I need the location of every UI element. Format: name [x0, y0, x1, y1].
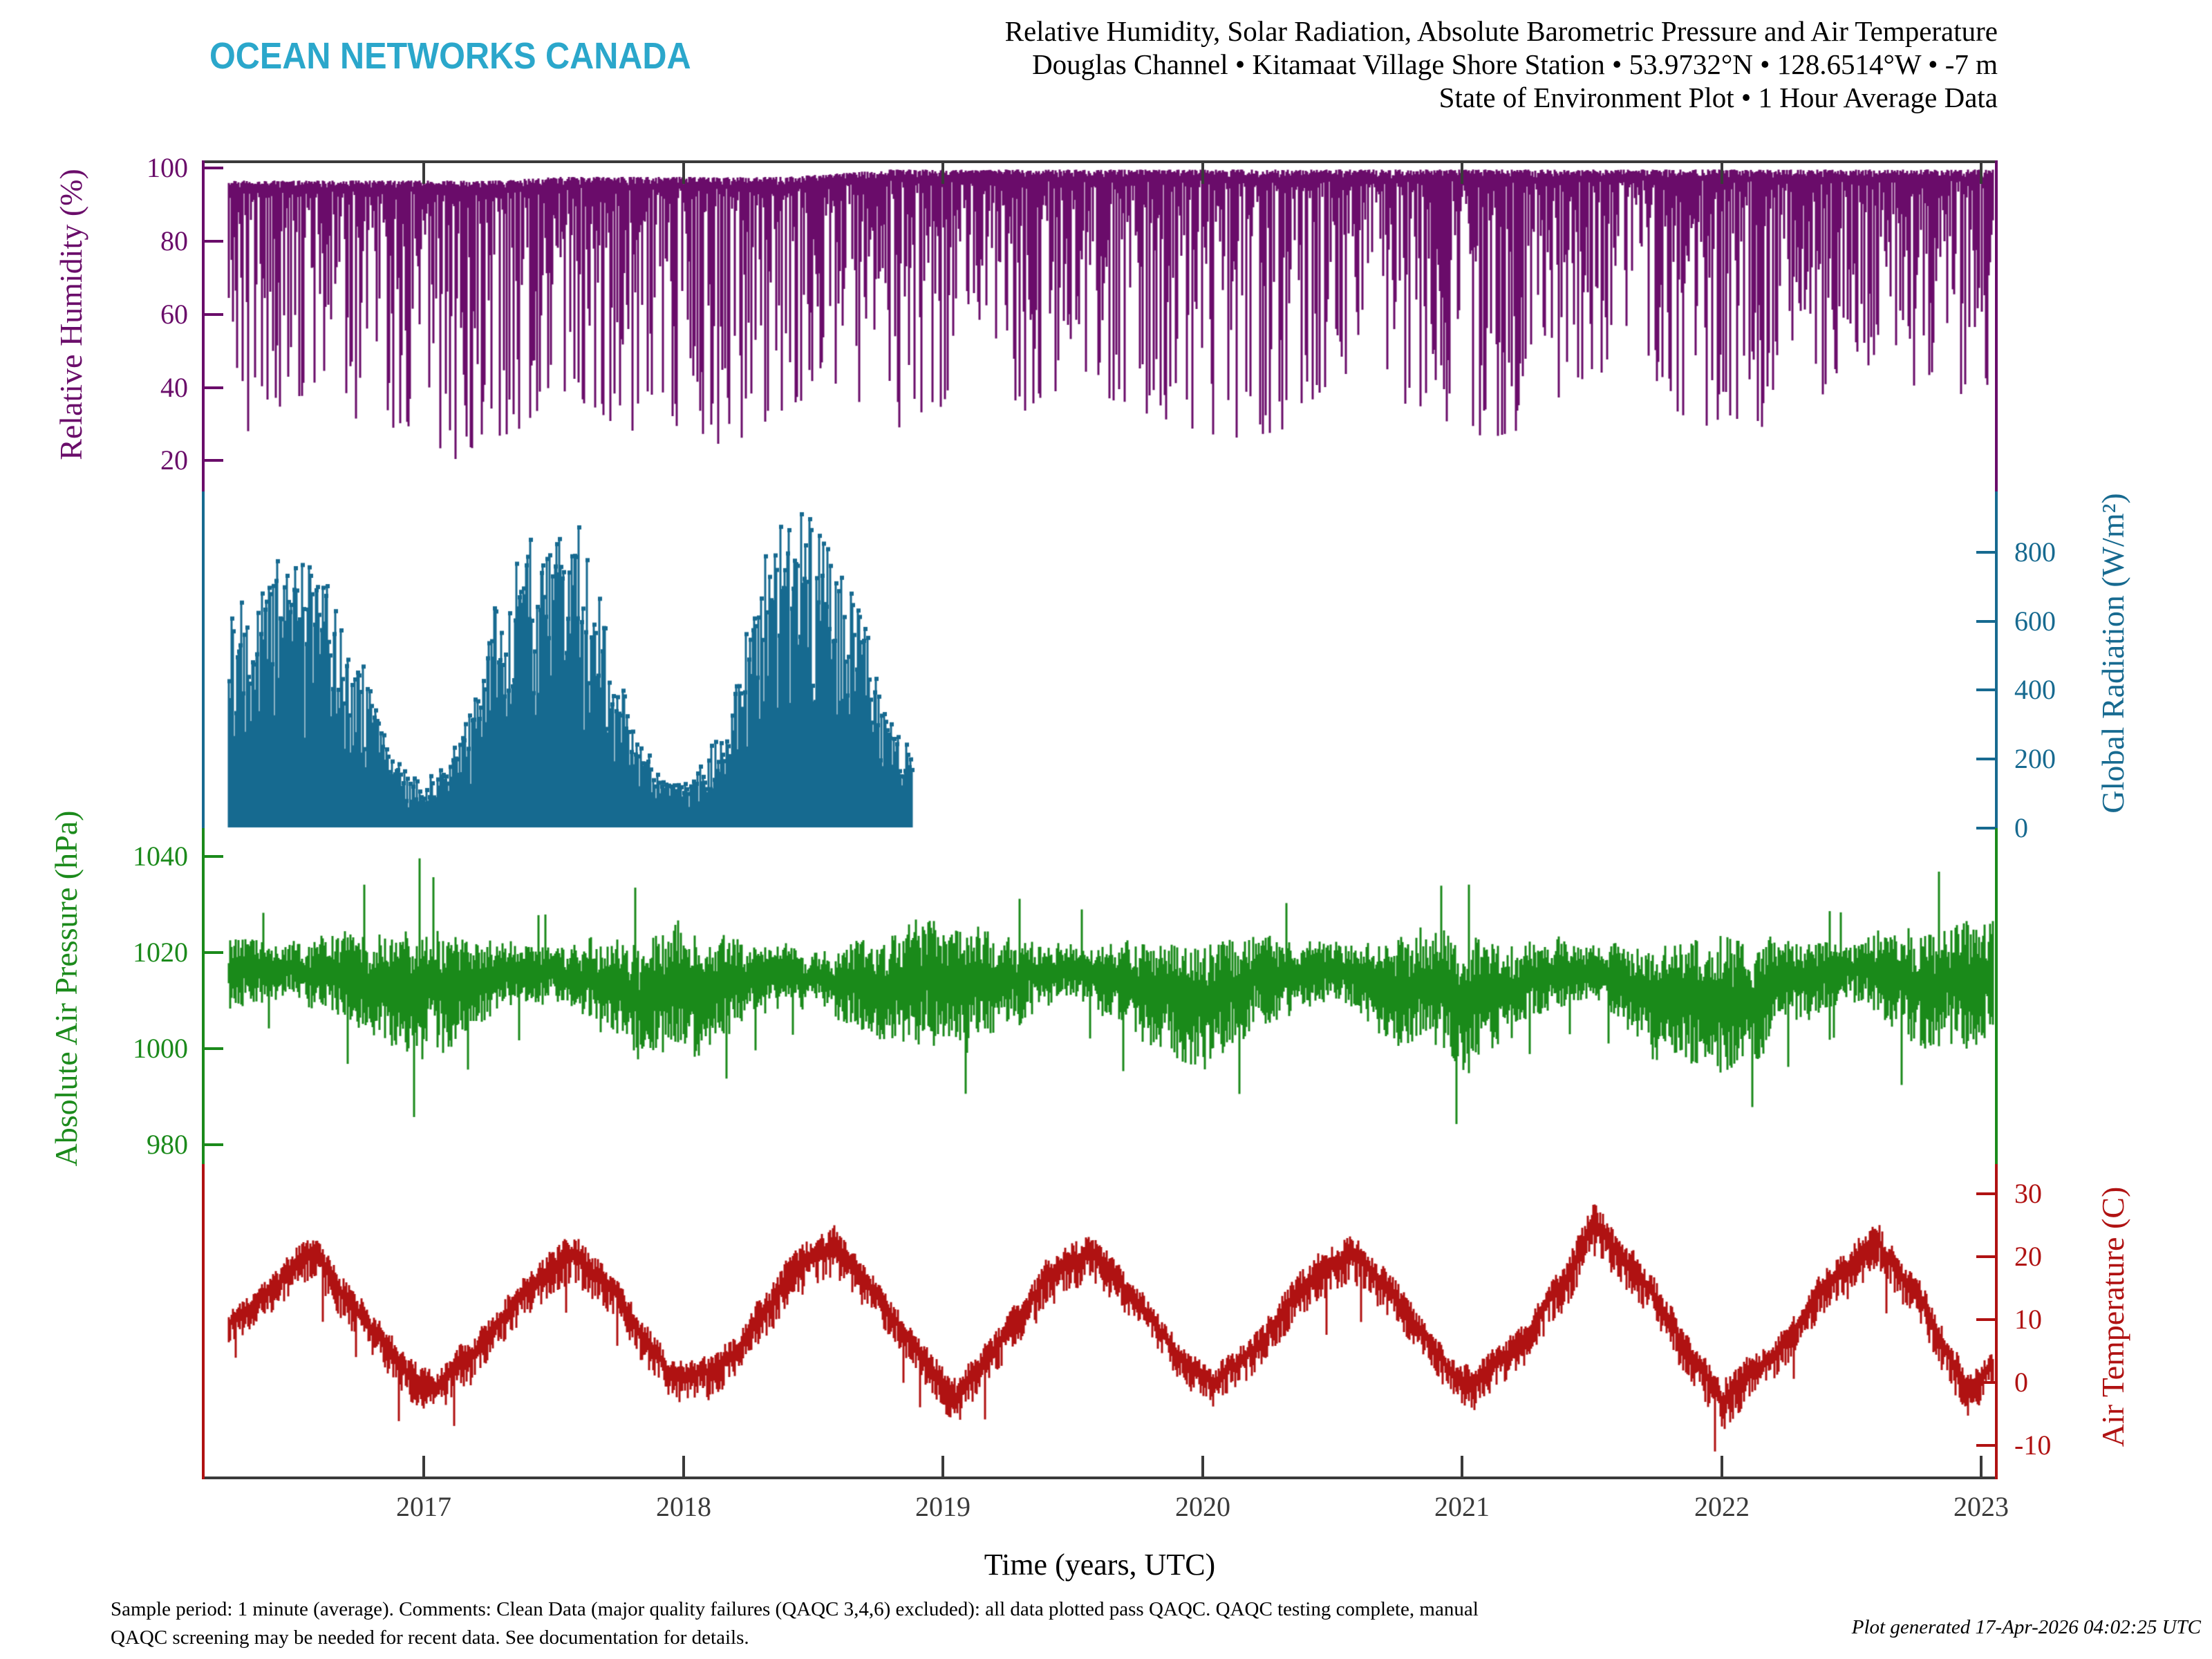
- y-axis-label-humidity: Relative Humidity (%): [53, 169, 88, 460]
- top-spine: [202, 160, 1998, 163]
- y-tick-temperature: [1976, 1255, 1995, 1258]
- x-axis-label: Time (years, UTC): [984, 1548, 1216, 1582]
- left-spine-radiation: [202, 491, 205, 828]
- x-tick-bottom: [1201, 1456, 1204, 1477]
- bottom-spine: [202, 1477, 1998, 1479]
- y-tick-label-temperature: 30: [2014, 1178, 2042, 1209]
- x-tick-top: [941, 163, 944, 184]
- y-tick-label-humidity: 40: [160, 372, 188, 403]
- right-spine-pressure: [1995, 828, 1998, 1164]
- y-tick-radiation: [1976, 620, 1995, 623]
- y-tick-label-temperature: 20: [2014, 1241, 2042, 1272]
- x-tick-bottom: [1980, 1456, 1983, 1477]
- x-tick-top: [682, 163, 685, 184]
- left-spine-humidity: [202, 160, 205, 491]
- right-spine-humidity: [1995, 160, 1998, 491]
- y-tick-label-humidity: 100: [147, 152, 188, 183]
- x-tick-bottom: [422, 1456, 425, 1477]
- y-tick-radiation: [1976, 688, 1995, 691]
- x-tick-label: 2019: [915, 1491, 971, 1522]
- x-tick-bottom: [682, 1456, 685, 1477]
- y-tick-label-radiation: 400: [2014, 674, 2056, 705]
- onc-logo: OCEAN NETWORKS CANADA: [209, 35, 691, 77]
- y-tick-label-radiation: 200: [2014, 743, 2056, 774]
- y-tick-radiation: [1976, 551, 1995, 554]
- footer-note: Sample period: 1 minute (average). Comme…: [111, 1595, 1479, 1652]
- plot-title-line3: State of Environment Plot • 1 Hour Avera…: [1438, 81, 1998, 113]
- y-tick-label-humidity: 60: [160, 299, 188, 330]
- y-tick-label-radiation: 600: [2014, 606, 2056, 637]
- plot-title-line1: Relative Humidity, Solar Radiation, Abso…: [1004, 15, 1998, 47]
- x-tick-top: [1461, 163, 1463, 184]
- footer-note-line1: Sample period: 1 minute (average). Comme…: [111, 1598, 1479, 1620]
- x-tick-label: 2022: [1694, 1491, 1750, 1522]
- y-tick-temperature: [1976, 1192, 1995, 1195]
- y-tick-pressure: [205, 1143, 223, 1146]
- footer-note-line2: QAQC screening may be needed for recent …: [111, 1627, 749, 1649]
- right-spine-radiation: [1995, 491, 1998, 828]
- x-tick-bottom: [1461, 1456, 1463, 1477]
- y-tick-label-pressure: 980: [147, 1129, 188, 1160]
- y-tick-humidity: [205, 313, 223, 316]
- y-tick-pressure: [205, 951, 223, 954]
- y-tick-label-pressure: 1020: [133, 937, 188, 968]
- plot-generated-timestamp: Plot generated 17-Apr-2026 04:02:25 UTC: [1851, 1616, 2201, 1638]
- x-tick-top: [1201, 163, 1204, 184]
- x-tick-label: 2020: [1175, 1491, 1230, 1522]
- y-tick-humidity: [205, 167, 223, 169]
- x-tick-top: [422, 163, 425, 184]
- y-axis-label-radiation: Global Radiation (W/m²): [2094, 493, 2130, 814]
- y-tick-label-temperature: 0: [2014, 1367, 2028, 1398]
- x-tick-top: [1721, 163, 1723, 184]
- y-tick-label-humidity: 80: [160, 225, 188, 256]
- left-spine-temperature: [202, 1164, 205, 1479]
- y-tick-pressure: [205, 1047, 223, 1050]
- y-tick-label-temperature: -10: [2014, 1430, 2052, 1461]
- y-tick-label-radiation: 0: [2014, 812, 2028, 843]
- y-tick-humidity: [205, 386, 223, 389]
- y-tick-radiation: [1976, 758, 1995, 760]
- right-spine-temperature: [1995, 1164, 1998, 1479]
- y-axis-label-pressure: Absolute Air Pressure (hPa): [48, 810, 84, 1167]
- y-tick-label-radiation: 800: [2014, 536, 2056, 568]
- plot-title-line2: Douglas Channel • Kitamaat Village Shore…: [1032, 48, 1998, 80]
- y-axis-label-temperature: Air Temperature (C): [2094, 1186, 2130, 1447]
- x-tick-label: 2018: [656, 1491, 711, 1522]
- y-tick-temperature: [1976, 1381, 1995, 1384]
- y-tick-humidity: [205, 459, 223, 462]
- y-tick-temperature: [1976, 1318, 1995, 1321]
- y-tick-label-humidity: 20: [160, 444, 188, 476]
- y-tick-label-pressure: 1040: [133, 841, 188, 872]
- y-tick-label-pressure: 1000: [133, 1033, 188, 1064]
- plot-title: Relative Humidity, Solar Radiation, Abso…: [1005, 15, 1998, 115]
- y-tick-radiation: [1976, 827, 1995, 830]
- y-tick-pressure: [205, 855, 223, 858]
- x-tick-top: [1980, 163, 1983, 184]
- left-spine-pressure: [202, 828, 205, 1164]
- chart-canvas: [202, 160, 1998, 1479]
- y-tick-humidity: [205, 240, 223, 243]
- x-tick-label: 2021: [1434, 1491, 1490, 1522]
- x-tick-bottom: [941, 1456, 944, 1477]
- x-tick-label: 2023: [1953, 1491, 2009, 1522]
- y-tick-label-temperature: 10: [2014, 1304, 2042, 1335]
- y-tick-temperature: [1976, 1444, 1995, 1447]
- x-tick-bottom: [1721, 1456, 1723, 1477]
- x-tick-label: 2017: [396, 1491, 451, 1522]
